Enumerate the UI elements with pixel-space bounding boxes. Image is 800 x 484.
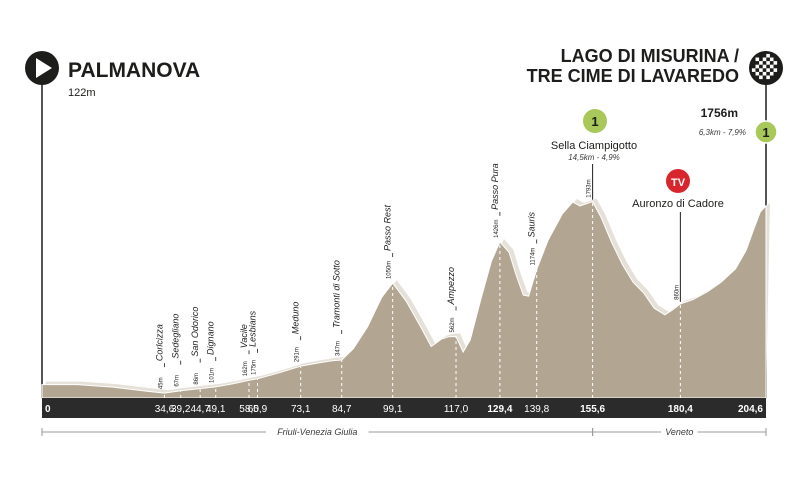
start-flag-icon xyxy=(25,51,59,85)
km-tick-label: 99,1 xyxy=(383,404,403,415)
climb-category: 1 xyxy=(591,114,598,129)
km-tick-label: 129,4 xyxy=(487,404,512,415)
waypoint-dashes xyxy=(163,201,681,398)
climb-name: Sella Ciampigotto xyxy=(551,140,637,152)
waypoint-labels: 45m Corlcizza 67m Sedegliano 86m San Odorico 1… xyxy=(154,163,680,389)
km-tick-label: 44,7 xyxy=(190,404,210,415)
climb-stats: 14,5km - 4,9% xyxy=(568,153,620,162)
region-label: Friuli-Venezia Giulia xyxy=(277,427,357,437)
km-bar xyxy=(42,398,766,418)
waypoint-name: Ampezzo xyxy=(446,267,456,306)
km-tick-label: 73,1 xyxy=(291,404,311,415)
km-tick-label: 84,7 xyxy=(332,404,352,415)
tv-label: TV xyxy=(671,177,686,189)
km-tick-labels: 0 34,639,2 44,749,1 58,560,9 73,1 84,7 99,1 117… xyxy=(45,404,763,415)
waypoint-elevation: 67m xyxy=(175,375,181,387)
start-name: PALMANOVA xyxy=(68,59,200,82)
region-label: Veneto xyxy=(665,427,693,437)
finish-name-line2: TRE CIME DI LAVAREDO xyxy=(527,66,739,86)
waypoint-name: San Odorico xyxy=(190,307,200,357)
km-tick-label: 60,9 xyxy=(248,404,268,415)
waypoint-elevation: 1174m xyxy=(531,248,537,266)
km-tick-label: 180,4 xyxy=(668,404,693,415)
waypoint-name: Corlcizza xyxy=(154,324,164,361)
waypoint-elevation: 1050m xyxy=(387,261,393,279)
waypoint-elevation: 45m xyxy=(158,377,164,389)
waypoint-elevation: 175m xyxy=(252,360,258,375)
finish-category-badge: 1 xyxy=(754,120,778,144)
waypoint-elevation: 562m xyxy=(450,317,456,332)
km-tick-label: 0 xyxy=(45,404,51,415)
waypoint-elevation: 347m xyxy=(336,341,342,356)
waypoint-name: Dignano xyxy=(206,321,216,355)
waypoint-name: Vacile xyxy=(239,324,249,348)
region-bar: Friuli-Venezia Giulia Veneto xyxy=(41,427,767,437)
waypoint-elevation: 162m xyxy=(243,361,249,376)
profile-area xyxy=(41,201,767,399)
km-tick-label: 139,8 xyxy=(524,404,549,415)
km-tick-label: 49,1 xyxy=(206,404,226,415)
waypoint-name: Tramonti di Sotto xyxy=(332,260,342,328)
start-altitude: 122m xyxy=(68,87,96,99)
km-tick-label: 58,5 xyxy=(239,404,259,415)
waypoint-elevation: 291m xyxy=(295,347,301,362)
finish-name-line1: LAGO DI MISURINA / xyxy=(561,46,739,66)
waypoint-elevation: 101m xyxy=(210,368,216,383)
tv-badge: TV xyxy=(666,169,690,193)
tv-place-name: Auronzo di Cadore xyxy=(632,198,724,210)
km-tick-label: 204,6 xyxy=(738,404,763,415)
climb-category-badge: 1 xyxy=(583,109,607,133)
waypoint-name: Sedegliano xyxy=(171,314,181,359)
km-tick-label: 39,2 xyxy=(171,404,191,415)
waypoint-elevation: 86m xyxy=(194,373,200,385)
waypoint-elevation: 1426m xyxy=(494,220,500,238)
km-tick-label: 155,6 xyxy=(580,404,605,415)
waypoint-name: Passo Rest xyxy=(383,205,393,252)
waypoint-elevation: 860m xyxy=(674,285,680,300)
checkered-flag-icon xyxy=(749,51,783,85)
finish-category: 1 xyxy=(762,125,769,140)
km-tick-label: 34,6 xyxy=(155,404,175,415)
finish-altitude: 1756m xyxy=(701,106,738,120)
waypoint-name: Passo Pura xyxy=(490,163,500,210)
finish-climb-stats: 6,3km - 7,9% xyxy=(699,128,746,137)
waypoint-elevation: 1793m xyxy=(587,179,593,197)
waypoint-name: Meduno xyxy=(291,302,301,335)
waypoint-name: Lesbians xyxy=(248,310,258,347)
km-tick-label: 117,0 xyxy=(444,404,469,415)
waypoint-name: Sauris xyxy=(527,211,537,237)
